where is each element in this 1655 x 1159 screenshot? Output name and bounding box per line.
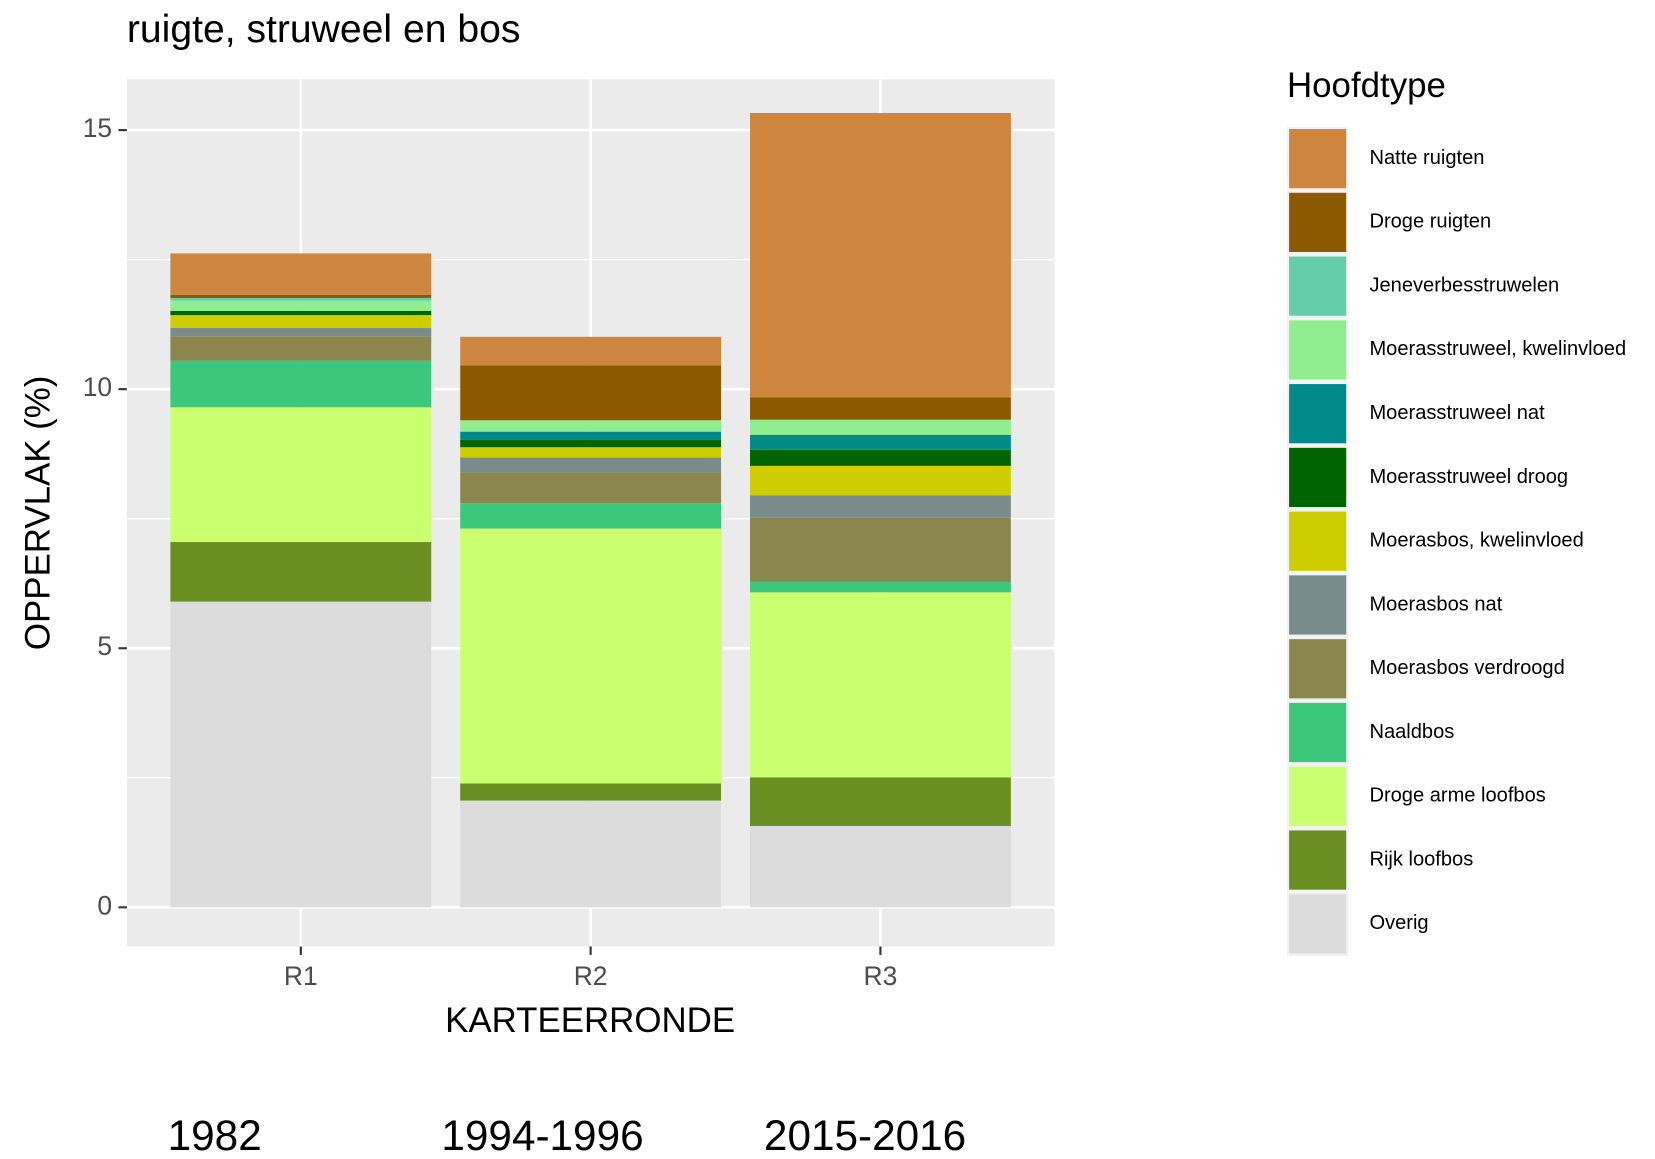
chart-title: ruigte, struweel en bos <box>127 8 520 51</box>
y-axis-label: OPPERVLAK (%) <box>18 376 57 651</box>
legend-label: Droge ruigten <box>1369 211 1491 233</box>
legend-key <box>1289 192 1347 252</box>
legend-label: Moerasstruweel nat <box>1369 402 1545 424</box>
bar-segment <box>460 431 722 440</box>
bar-segment <box>170 294 432 298</box>
x-tick-label: R3 <box>864 961 898 991</box>
bar-segment <box>170 310 432 316</box>
bar-segment <box>460 420 722 432</box>
bar-segment <box>460 457 722 473</box>
bar-segment <box>750 434 1011 450</box>
bar-segment <box>750 449 1011 466</box>
bar-segment <box>460 365 722 421</box>
bar-segment <box>750 465 1011 496</box>
bar-segment <box>460 336 722 366</box>
legend-key <box>1289 830 1347 890</box>
legend-key <box>1289 384 1347 444</box>
bar-segment <box>750 112 1011 398</box>
bar-segment <box>170 253 432 295</box>
legend-key <box>1289 447 1347 508</box>
legend-key <box>1289 320 1347 380</box>
bar-segment <box>750 517 1011 582</box>
bar-segment <box>750 777 1011 826</box>
legend-key <box>1289 702 1347 763</box>
y-tick-label: 0 <box>97 890 112 920</box>
bar-segment <box>460 800 722 908</box>
legend-key <box>1289 575 1347 635</box>
bar-segment <box>170 360 432 408</box>
bar-segment <box>460 472 722 504</box>
legend-key <box>1289 511 1347 571</box>
y-tick-label: 10 <box>83 372 112 402</box>
period-label: 1982 <box>168 1112 262 1159</box>
bar-segment <box>460 447 722 458</box>
y-tick-label: 15 <box>83 113 112 143</box>
bar-segment <box>170 315 432 329</box>
legend-label: Droge arme loofbos <box>1369 785 1545 807</box>
legend-label: Natte ruigten <box>1369 147 1484 169</box>
bar-segment <box>170 542 432 602</box>
y-tick-label: 5 <box>97 631 112 661</box>
bar-segment <box>460 783 722 801</box>
bar-segment <box>750 592 1011 778</box>
legend-key <box>1289 766 1347 826</box>
bar-segment <box>170 328 432 337</box>
bar-segment <box>170 297 432 301</box>
legend-label: Moerasstruweel droog <box>1369 466 1568 488</box>
bar-segment <box>170 601 432 908</box>
x-tick-label: R2 <box>574 961 608 991</box>
bar-segment <box>750 825 1011 908</box>
legend-label: Moerasbos, kwelinvloed <box>1369 530 1583 552</box>
legend-label: Jeneverbesstruwelen <box>1369 274 1559 296</box>
legend-key <box>1289 639 1347 699</box>
legend-key <box>1289 129 1347 189</box>
bar-segment <box>170 300 432 311</box>
period-label: 2015-2016 <box>764 1112 966 1159</box>
bar-segment <box>750 397 1011 420</box>
legend-label: Rijk loofbos <box>1369 848 1473 870</box>
legend-label: Overig <box>1369 912 1428 934</box>
legend-key <box>1289 894 1347 954</box>
bar-segment <box>750 581 1011 593</box>
legend-label: Moerasstruweel, kwelinvloed <box>1369 338 1626 360</box>
x-tick-label: R1 <box>284 961 318 991</box>
bar-segment <box>750 495 1011 518</box>
legend-title: Hoofdtype <box>1287 66 1446 105</box>
x-axis-label: KARTEERRONDE <box>445 1001 735 1040</box>
period-label: 1994-1996 <box>441 1112 643 1159</box>
legend-label: Naaldbos <box>1369 721 1454 743</box>
bar-segment <box>460 439 722 448</box>
bar-segment <box>170 336 432 361</box>
legend-label: Moerasbos verdroogd <box>1369 657 1564 679</box>
bar-segment <box>170 407 432 543</box>
legend-label: Moerasbos nat <box>1369 593 1502 615</box>
bar-segment <box>460 528 722 784</box>
bar-segment <box>460 503 722 529</box>
bar-segment <box>750 419 1011 435</box>
legend-key <box>1289 256 1347 316</box>
